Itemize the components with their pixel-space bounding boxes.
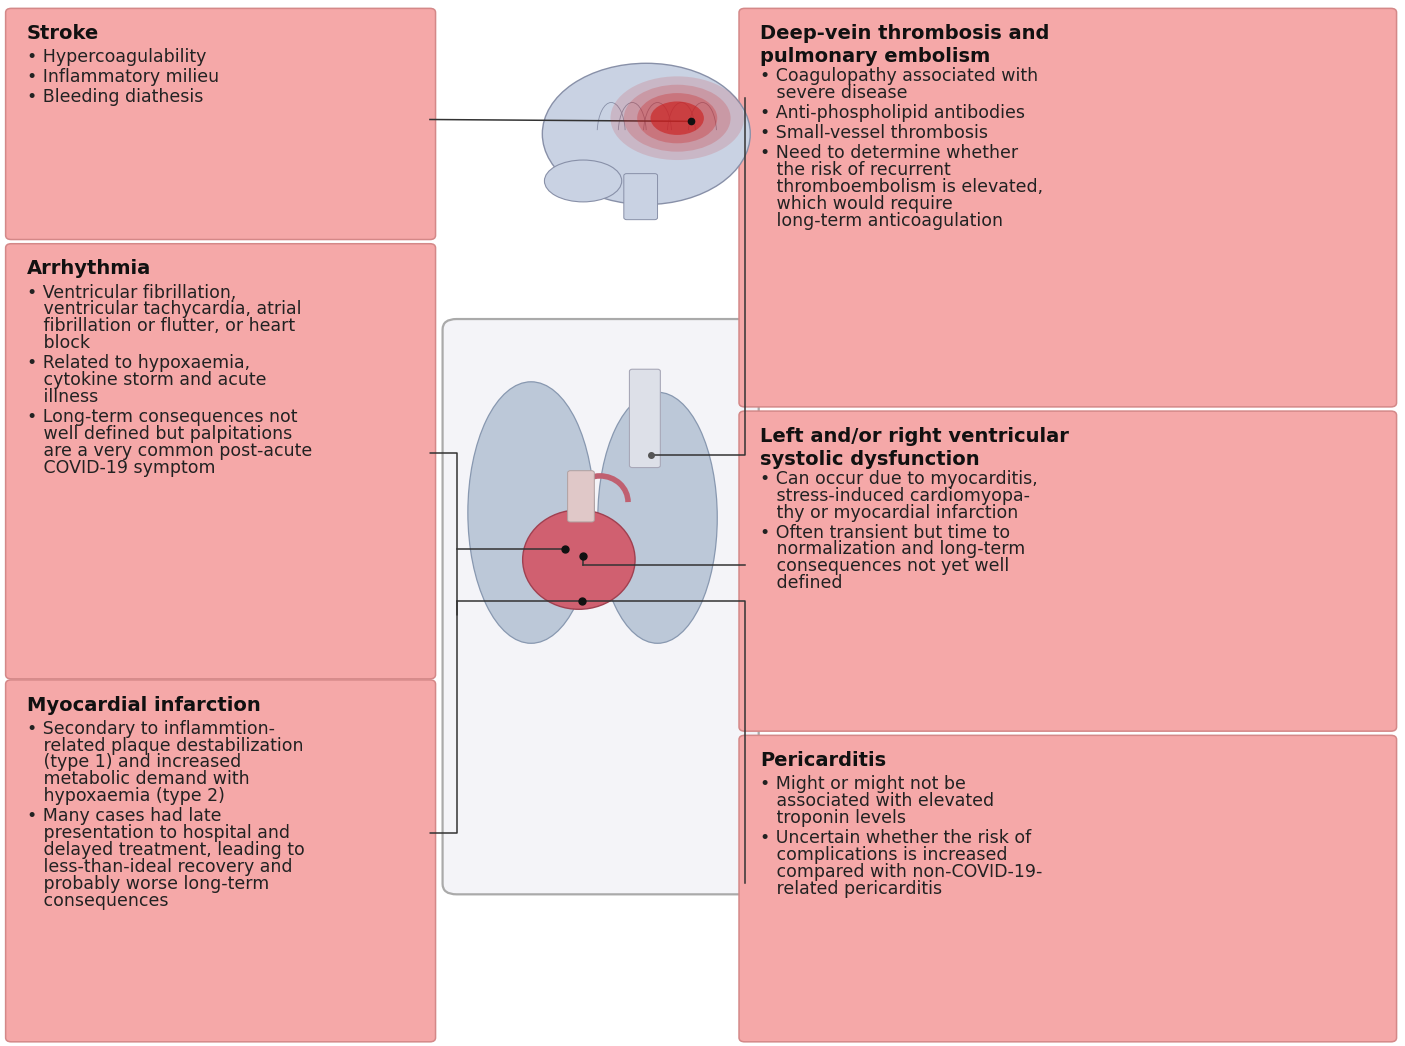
Text: troponin levels: troponin levels <box>760 809 906 827</box>
Ellipse shape <box>545 160 622 202</box>
FancyBboxPatch shape <box>6 680 436 1042</box>
Text: (type 1) and increased: (type 1) and increased <box>27 753 240 772</box>
Text: • Might or might not be: • Might or might not be <box>760 775 967 793</box>
Text: consequences not yet well: consequences not yet well <box>760 558 1009 575</box>
Text: cytokine storm and acute: cytokine storm and acute <box>27 371 266 389</box>
Text: which would require: which would require <box>760 195 953 212</box>
Text: Stroke: Stroke <box>27 24 98 43</box>
Text: Arrhythmia: Arrhythmia <box>27 259 150 278</box>
Text: • Need to determine whether: • Need to determine whether <box>760 144 1019 162</box>
FancyBboxPatch shape <box>739 411 1397 731</box>
Text: Pericarditis: Pericarditis <box>760 751 887 770</box>
Text: • Small-vessel thrombosis: • Small-vessel thrombosis <box>760 124 988 142</box>
Text: • Many cases had late: • Many cases had late <box>27 808 221 825</box>
Text: • Often transient but time to: • Often transient but time to <box>760 524 1010 542</box>
Text: severe disease: severe disease <box>760 84 908 101</box>
Text: Left and/or right ventricular
systolic dysfunction: Left and/or right ventricular systolic d… <box>760 427 1069 469</box>
Text: • Anti-phospholipid antibodies: • Anti-phospholipid antibodies <box>760 104 1026 122</box>
Text: • Long-term consequences not: • Long-term consequences not <box>27 408 298 426</box>
Ellipse shape <box>468 382 594 643</box>
Text: metabolic demand with: metabolic demand with <box>27 770 249 789</box>
Text: • Can occur due to myocarditis,: • Can occur due to myocarditis, <box>760 470 1038 487</box>
Text: consequences: consequences <box>27 891 169 910</box>
Text: long-term anticoagulation: long-term anticoagulation <box>760 211 1003 229</box>
Ellipse shape <box>610 76 745 160</box>
Ellipse shape <box>651 101 704 135</box>
Text: • Inflammatory milieu: • Inflammatory milieu <box>27 68 219 86</box>
Text: probably worse long-term: probably worse long-term <box>27 874 268 892</box>
Text: complications is increased: complications is increased <box>760 846 1007 864</box>
Text: thromboembolism is elevated,: thromboembolism is elevated, <box>760 178 1044 196</box>
Text: ventricular tachycardia, atrial: ventricular tachycardia, atrial <box>27 300 301 318</box>
Text: the risk of recurrent: the risk of recurrent <box>760 161 951 179</box>
Ellipse shape <box>636 93 718 143</box>
Text: Deep-vein thrombosis and
pulmonary embolism: Deep-vein thrombosis and pulmonary embol… <box>760 24 1050 66</box>
FancyBboxPatch shape <box>624 174 658 220</box>
Text: stress-induced cardiomyopa-: stress-induced cardiomyopa- <box>760 486 1030 504</box>
Text: hypoxaemia (type 2): hypoxaemia (type 2) <box>27 788 225 805</box>
Text: thy or myocardial infarction: thy or myocardial infarction <box>760 503 1019 522</box>
FancyBboxPatch shape <box>739 735 1397 1042</box>
Text: • Coagulopathy associated with: • Coagulopathy associated with <box>760 67 1038 85</box>
Ellipse shape <box>624 85 731 152</box>
Text: fibrillation or flutter, or heart: fibrillation or flutter, or heart <box>27 317 295 336</box>
Text: • Ventricular fibrillation,: • Ventricular fibrillation, <box>27 283 236 301</box>
Text: • Related to hypoxaemia,: • Related to hypoxaemia, <box>27 355 250 372</box>
FancyBboxPatch shape <box>6 8 436 240</box>
Text: • Bleeding diathesis: • Bleeding diathesis <box>27 88 204 107</box>
Text: associated with elevated: associated with elevated <box>760 792 995 810</box>
FancyBboxPatch shape <box>6 244 436 679</box>
Text: • Secondary to inflammtion-: • Secondary to inflammtion- <box>27 720 275 737</box>
Text: Myocardial infarction: Myocardial infarction <box>27 696 260 714</box>
Text: are a very common post-acute: are a very common post-acute <box>27 441 312 459</box>
Text: block: block <box>27 334 90 353</box>
Text: defined: defined <box>760 574 843 592</box>
Text: normalization and long-term: normalization and long-term <box>760 541 1026 559</box>
FancyBboxPatch shape <box>568 471 594 522</box>
FancyBboxPatch shape <box>629 369 660 468</box>
Text: • Uncertain whether the risk of: • Uncertain whether the risk of <box>760 828 1031 847</box>
Ellipse shape <box>542 63 750 205</box>
FancyBboxPatch shape <box>443 319 759 894</box>
Ellipse shape <box>599 392 718 643</box>
Text: delayed treatment, leading to: delayed treatment, leading to <box>27 841 305 859</box>
Text: illness: illness <box>27 388 98 406</box>
Text: COVID-19 symptom: COVID-19 symptom <box>27 458 215 477</box>
Text: less-than-ideal recovery and: less-than-ideal recovery and <box>27 858 292 876</box>
Text: presentation to hospital and: presentation to hospital and <box>27 824 289 842</box>
FancyBboxPatch shape <box>739 8 1397 407</box>
Text: related plaque destabilization: related plaque destabilization <box>27 736 303 754</box>
Text: related pericarditis: related pericarditis <box>760 880 943 897</box>
Ellipse shape <box>523 509 635 609</box>
Text: • Hypercoagulability: • Hypercoagulability <box>27 48 207 66</box>
Text: well defined but palpitations: well defined but palpitations <box>27 425 292 442</box>
Text: compared with non-COVID-19-: compared with non-COVID-19- <box>760 863 1043 881</box>
